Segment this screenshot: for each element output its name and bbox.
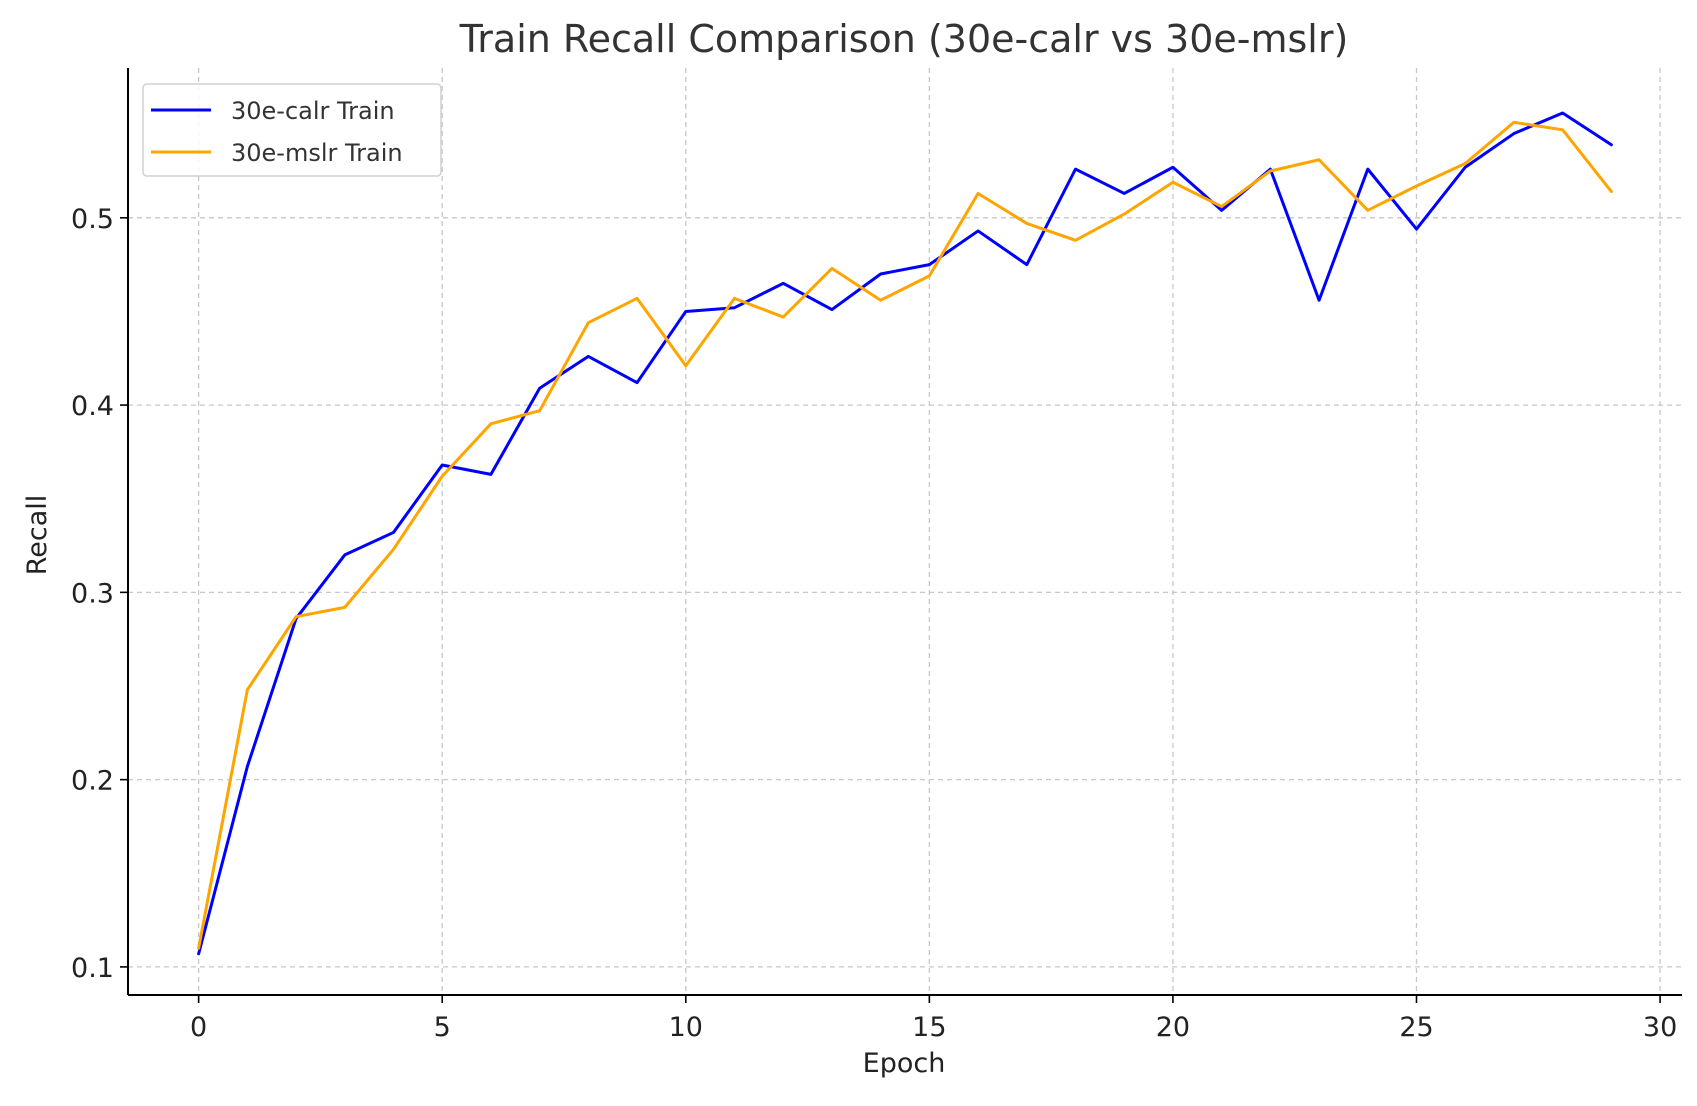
series-line-2	[197, 120, 1613, 950]
legend-label: 30e-mslr Train	[231, 139, 403, 167]
x-axis-label: Epoch	[863, 1048, 946, 1079]
y-tick-label: 0.1	[71, 953, 114, 984]
y-axis-label: Recall	[22, 495, 53, 576]
x-tick-label: 25	[1399, 1012, 1433, 1043]
y-tick-label: 0.5	[71, 204, 114, 235]
x-tick-label: 30	[1643, 1012, 1677, 1043]
x-tick-label: 20	[1156, 1012, 1190, 1043]
legend: 30e-calr Train 30e-mslr Train	[142, 83, 442, 177]
y-tick-label: 0.4	[71, 391, 114, 422]
series-line-1	[197, 111, 1613, 956]
x-tick-label: 5	[434, 1012, 451, 1043]
x-tick-label: 10	[669, 1012, 703, 1043]
x-tick-label: 0	[190, 1012, 207, 1043]
y-tick-label: 0.3	[71, 578, 114, 609]
x-tick-label: 15	[912, 1012, 946, 1043]
y-tick-label: 0.2	[71, 766, 114, 797]
legend-box	[142, 83, 442, 177]
chart-title: Train Recall Comparison (30e-calr vs 30e…	[459, 17, 1349, 61]
legend-label: 30e-calr Train	[231, 97, 395, 125]
